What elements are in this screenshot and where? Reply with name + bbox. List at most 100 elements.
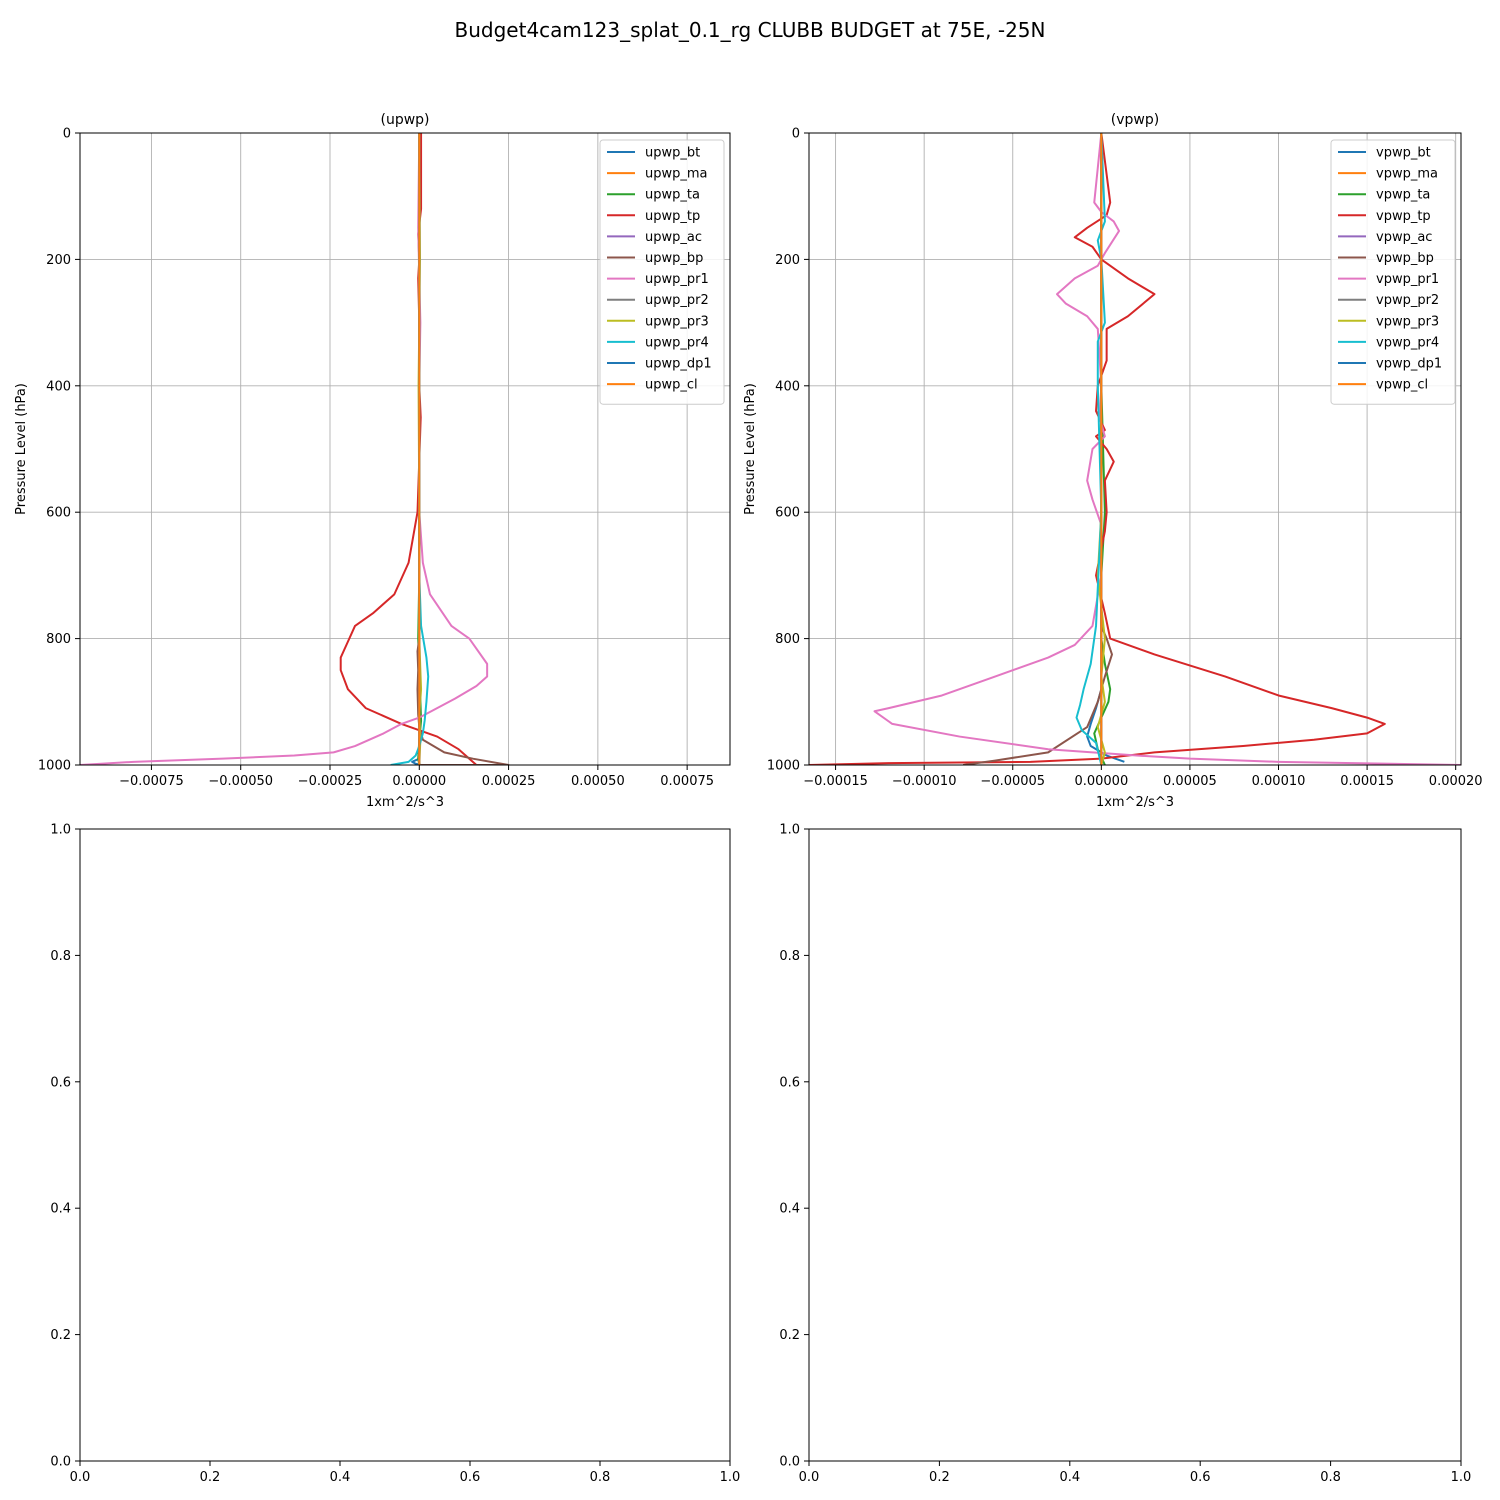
legend-label-vpwp_pr2: vpwp_pr2 [1376, 293, 1439, 308]
y-tick-label: 400 [46, 379, 71, 394]
panel-frame [808, 132, 1462, 766]
y-tick-label: 400 [775, 379, 800, 394]
legend-label-vpwp_dp1: vpwp_dp1 [1376, 357, 1442, 372]
x-tick-label: 0.00075 [660, 774, 714, 789]
y-tick-label: 1.0 [50, 823, 71, 838]
legend-label-upwp_pr1: upwp_pr1 [645, 272, 709, 287]
x-tick-label: 0.6 [1190, 1470, 1211, 1485]
panel-2: −0.00015 −0.00010 −0.00005 0.00000 0.00005 0.… [743, 112, 1483, 810]
x-tick-label: −0.00015 [803, 774, 868, 789]
x-tick-label: 0.2 [200, 1470, 221, 1485]
legend-label-vpwp_bt: vpwp_bt [1376, 146, 1431, 161]
y-tick-label: 0 [792, 127, 800, 142]
legend-label-vpwp_pr3: vpwp_pr3 [1376, 314, 1439, 329]
legend-label-vpwp_bp: vpwp_bp [1376, 251, 1434, 266]
y-axis-label: Pressure Level (hPa) [14, 383, 29, 515]
figure-title: Budget4cam123_splat_0.1_rg CLUBB BUDGET … [455, 18, 1046, 42]
legend-label-vpwp_ta: vpwp_ta [1376, 188, 1430, 203]
legend-label-vpwp_pr4: vpwp_pr4 [1376, 335, 1439, 350]
y-tick-label: 200 [775, 253, 800, 268]
legend-label-upwp_bp: upwp_bp [645, 251, 703, 266]
y-tick-label: 1000 [38, 759, 71, 774]
x-tick-label: 0.00010 [1252, 774, 1306, 789]
y-tick-label: 0.0 [779, 1455, 800, 1470]
legend-label-upwp_pr4: upwp_pr4 [645, 335, 709, 350]
y-tick-label: 0.2 [779, 1328, 800, 1343]
legend-box [1330, 139, 1456, 405]
y-tick-label: 0.6 [50, 1075, 71, 1090]
x-tick-label: 0.00005 [1163, 774, 1217, 789]
y-axis-label: Pressure Level (hPa) [743, 383, 758, 515]
legend-label-upwp_pr3: upwp_pr3 [645, 314, 709, 329]
y-tick-label: 800 [46, 632, 71, 647]
y-tick-label: 0.8 [50, 949, 71, 964]
x-tick-label: 1.0 [720, 1470, 741, 1485]
y-tick-label: 0 [63, 127, 71, 142]
series-line-vpwp_tp [809, 133, 1386, 765]
x-tick-label: 0.2 [929, 1470, 950, 1485]
y-tick-label: 600 [46, 506, 71, 521]
y-tick-label: 1.0 [779, 823, 800, 838]
x-tick-label: 0.4 [1059, 1470, 1080, 1485]
panel-frame [808, 828, 1462, 1462]
legend-label-vpwp_tp: vpwp_tp [1376, 209, 1431, 224]
y-tick-label: 600 [775, 506, 800, 521]
x-tick-label: 1.0 [1451, 1470, 1472, 1485]
x-axis-label: 1xm^2/s^3 [1096, 795, 1174, 810]
legend-label-upwp_cl: upwp_cl [645, 378, 698, 393]
x-tick-label: 0.00000 [1074, 774, 1128, 789]
x-tick-label: −0.00010 [892, 774, 957, 789]
x-tick-label: 0.8 [1320, 1470, 1341, 1485]
legend: upwp_bt upwp_ma upwp_ta upwp_tp upwp_ac upwp_… [599, 139, 725, 405]
panel-1: −0.00075 −0.00050 −0.00025 0.00000 0.00025 0.… [14, 112, 731, 810]
legend-box [599, 139, 725, 405]
x-tick-label: 0.00015 [1340, 774, 1394, 789]
panel-title: (upwp) [380, 112, 429, 128]
x-tick-label: 0.4 [330, 1470, 351, 1485]
panel-title: (vpwp) [1111, 112, 1159, 128]
panel-frame [79, 132, 731, 766]
legend-label-upwp_ac: upwp_ac [645, 230, 702, 245]
x-tick-label: 0.00025 [482, 774, 536, 789]
legend-label-vpwp_pr1: vpwp_pr1 [1376, 272, 1439, 287]
y-tick-label: 800 [775, 632, 800, 647]
y-tick-label: 0.8 [779, 949, 800, 964]
series-group [809, 133, 1461, 765]
y-tick-label: 0.2 [50, 1328, 71, 1343]
x-tick-label: 0.0 [70, 1470, 91, 1485]
y-tick-label: 0.4 [779, 1202, 800, 1217]
x-tick-label: −0.00050 [208, 774, 273, 789]
x-tick-label: 0.00000 [392, 774, 446, 789]
y-tick-label: 200 [46, 253, 71, 268]
series-line-vpwp_pr4 [1075, 133, 1106, 765]
series-group [80, 133, 510, 765]
x-tick-label: 0.8 [590, 1470, 611, 1485]
x-tick-label: 0.6 [460, 1470, 481, 1485]
legend-label-upwp_ma: upwp_ma [645, 167, 708, 182]
legend-label-upwp_tp: upwp_tp [645, 209, 700, 224]
x-tick-label: −0.00075 [119, 774, 184, 789]
x-axis-label: 1xm^2/s^3 [366, 795, 444, 810]
axes-layer: −0.00075 −0.00050 −0.00025 0.00000 0.00025 0.… [14, 112, 1483, 1485]
legend-label-vpwp_ac: vpwp_ac [1376, 230, 1432, 245]
panel-frame [79, 828, 731, 1462]
x-tick-label: −0.00005 [980, 774, 1045, 789]
legend-label-vpwp_ma: vpwp_ma [1376, 167, 1438, 182]
x-tick-label: 0.00020 [1429, 774, 1483, 789]
legend-label-vpwp_cl: vpwp_cl [1376, 378, 1428, 393]
x-tick-label: −0.00025 [298, 774, 363, 789]
y-tick-label: 1000 [767, 759, 800, 774]
x-tick-label: 0.0 [799, 1470, 820, 1485]
panel-4: 0.0 0.2 0.4 0.6 0.8 1.0 0.0 0.2 0.4 0.6 0.8 1.0 [779, 823, 1471, 1486]
y-tick-label: 0.4 [50, 1202, 71, 1217]
y-tick-label: 0.0 [50, 1455, 71, 1470]
y-tick-label: 0.6 [779, 1075, 800, 1090]
x-tick-label: 0.00050 [571, 774, 625, 789]
legend-label-upwp_dp1: upwp_dp1 [645, 357, 712, 372]
legend-label-upwp_bt: upwp_bt [645, 146, 700, 161]
panel-3: 0.0 0.2 0.4 0.6 0.8 1.0 0.0 0.2 0.4 0.6 0.8 1.0 [50, 823, 740, 1486]
legend-label-upwp_ta: upwp_ta [645, 188, 700, 203]
legend: vpwp_bt vpwp_ma vpwp_ta vpwp_tp vpwp_ac vpwp_… [1330, 139, 1456, 405]
